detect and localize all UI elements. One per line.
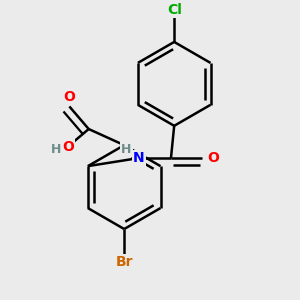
Text: O: O [62,140,74,154]
Text: H: H [51,143,62,156]
Text: O: O [63,90,75,104]
Text: N: N [133,151,145,165]
Text: Br: Br [116,255,133,269]
Text: O: O [207,151,219,165]
Text: Cl: Cl [167,3,182,17]
Text: H: H [121,142,132,155]
